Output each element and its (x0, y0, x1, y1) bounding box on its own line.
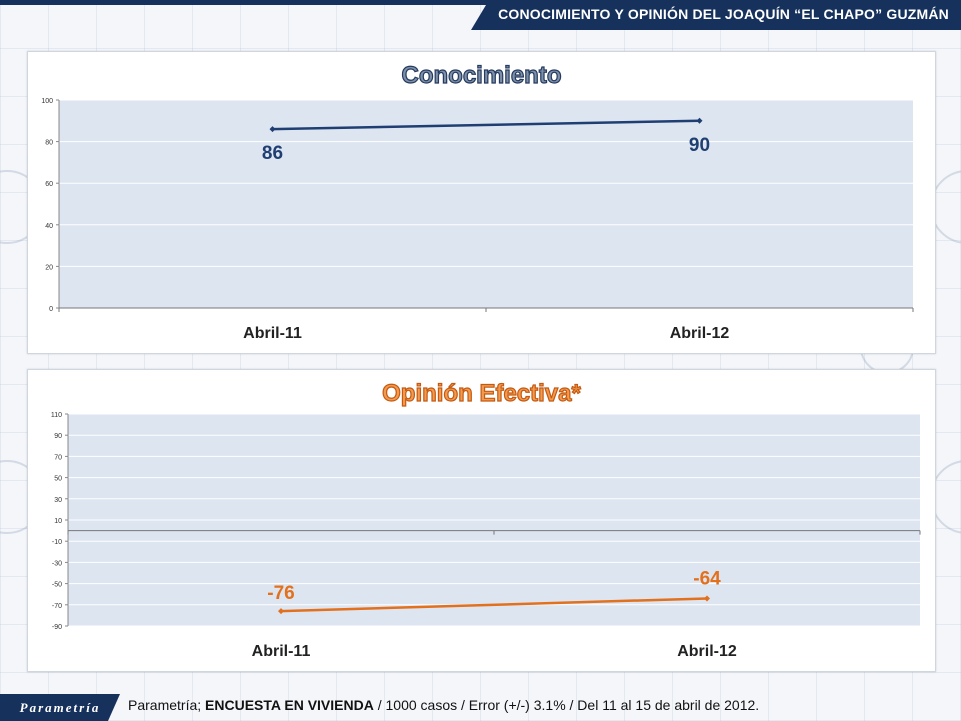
plot-area (59, 100, 913, 308)
data-point-marker (269, 126, 276, 133)
parametria-logo: Parametría (0, 694, 120, 721)
y-tick-label: 70 (54, 454, 62, 461)
source-bold: ENCUESTA EN VIVIENDA (205, 697, 374, 713)
y-tick-label: -50 (52, 582, 62, 589)
source-prefix: Parametría; (128, 697, 206, 713)
chart-title-opinion-efectiva: Opinión Efectiva* (382, 379, 582, 407)
data-point-marker (278, 608, 284, 615)
y-tick-label: 10 (54, 518, 62, 525)
category-label: Abril-12 (670, 325, 730, 342)
y-tick-label: -90 (52, 624, 62, 631)
source-suffix: / 1000 casos / Error (+/-) 3.1% / Del 11… (373, 697, 760, 713)
y-tick-label: 30 (54, 497, 62, 504)
page-title: CONOCIMIENTO Y OPINIÓN DEL JOAQUÍN “EL C… (498, 6, 949, 22)
category-label: Abril-12 (677, 643, 737, 660)
y-tick-label: 20 (45, 264, 53, 271)
header-stripe (0, 0, 961, 5)
data-point-marker (704, 595, 710, 602)
category-label: Abril-11 (243, 325, 302, 342)
y-tick-label: 110 (51, 412, 62, 419)
y-tick-label: 0 (49, 306, 53, 313)
series-line (280, 597, 708, 613)
data-point-marker (696, 117, 703, 124)
y-tick-label: -70 (52, 603, 62, 610)
y-tick-label: -30 (52, 560, 62, 567)
y-tick-label: -10 (52, 539, 62, 546)
line-chart-opinion-efectiva: 110 90 70 50 30 10 -10 -30 -50 -70 -90 -76 Abril-11 -… (51, 412, 921, 660)
data-label: 90 (689, 135, 710, 156)
header-title-band (471, 0, 961, 30)
data-label: -64 (693, 568, 721, 589)
y-tick-label: 40 (45, 223, 53, 230)
header-bar: CONOCIMIENTO Y OPINIÓN DEL JOAQUÍN “EL C… (0, 0, 961, 34)
y-tick-label: 60 (45, 181, 53, 188)
series-line (272, 119, 700, 131)
y-tick-label: 90 (54, 433, 62, 440)
data-label: -76 (267, 583, 294, 604)
y-tick-label: 100 (41, 98, 53, 105)
chart-panel-conocimiento: Conocimiento 0 20 40 60 80 100 86 Abril-11 90 Abr… (27, 51, 936, 354)
category-label: Abril-11 (252, 643, 311, 660)
data-label: 86 (262, 143, 283, 164)
chart-title-conocimiento: Conocimiento (401, 61, 562, 89)
y-tick-label: 50 (54, 476, 62, 483)
y-tick-label: 80 (45, 140, 53, 147)
source-note: Parametría; ENCUESTA EN VIVIENDA / 1000 … (128, 697, 759, 713)
chart-panel-opinion-efectiva: Opinión Efectiva* 110 90 70 50 30 10 -10 -30 -50… (27, 369, 936, 672)
line-chart-conocimiento: 0 20 40 60 80 100 86 Abril-11 90 Abril-12 (41, 98, 914, 342)
